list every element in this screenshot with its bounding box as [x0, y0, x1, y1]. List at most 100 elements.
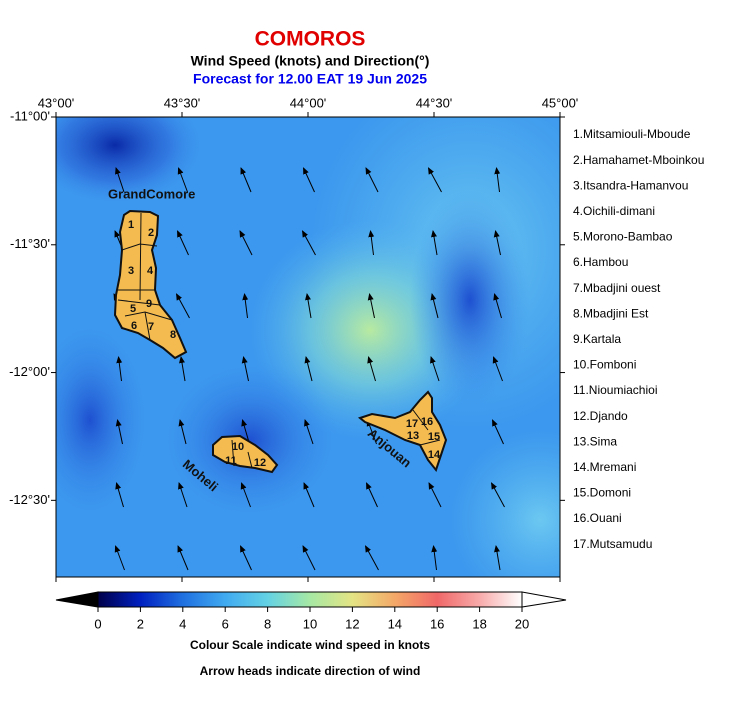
wind-arrow	[493, 293, 502, 319]
wind-arrow	[239, 230, 253, 256]
wind-arrow	[431, 230, 438, 256]
legend-item: 16.Ouani	[573, 511, 622, 525]
legend-item: 5.Morono-Bambao	[573, 230, 673, 244]
colorbar-scale	[97, 591, 523, 608]
region-number: 14	[428, 449, 441, 461]
legend-item: 13.Sima	[573, 434, 617, 448]
region-number: 11	[225, 455, 237, 467]
wind-arrow	[431, 545, 438, 571]
colorbar-tick-label: 16	[430, 616, 444, 631]
colorbar-tick-label: 18	[472, 616, 486, 631]
wind-arrow	[494, 545, 501, 571]
region-number: 15	[428, 431, 440, 443]
wind-arrow	[177, 545, 189, 571]
legend-item: 6.Hambou	[573, 255, 628, 269]
legend-item: 7.Mbadjini ouest	[573, 281, 661, 295]
colorbar-tick-label: 12	[345, 616, 359, 631]
wind-arrow	[241, 356, 249, 382]
y-tick-label: -12°00'	[9, 364, 50, 379]
wind-arrow	[240, 167, 252, 193]
wind-arrow	[304, 356, 313, 382]
legend-item: 2.Hamahamet-Mboinkou	[573, 153, 704, 167]
x-tick-label: 44°00'	[290, 95, 327, 110]
wind-arrow	[305, 293, 312, 319]
colorbar-caption: Colour Scale indicate wind speed in knot…	[190, 638, 430, 652]
x-tick-label: 44°30'	[416, 95, 453, 110]
wind-arrow	[240, 482, 251, 508]
legend-item: 4.Oichili-dimani	[573, 204, 655, 218]
legend-item: 17.Mutsamudu	[573, 537, 652, 551]
region-number: 16	[421, 416, 433, 428]
region-number: 4	[147, 265, 154, 277]
wind-arrow	[491, 482, 505, 508]
region-number: 1	[128, 219, 134, 231]
region-number: 8	[170, 329, 176, 341]
wind-arrow	[428, 167, 442, 193]
colorbar-low-end	[55, 591, 99, 608]
wind-arrow	[365, 167, 379, 193]
wind-arrow	[115, 482, 124, 508]
wind-arrow	[178, 419, 187, 445]
wind-arrow	[430, 356, 440, 382]
wind-arrow	[179, 356, 186, 382]
wind-arrow	[303, 482, 315, 508]
colorbar-tick-label: 8	[264, 616, 271, 631]
wind-arrow	[240, 545, 252, 571]
colorbar-tick-label: 0	[94, 616, 101, 631]
wind-arrow	[367, 293, 375, 319]
wind-arrow	[303, 167, 315, 193]
wind-arrow	[178, 482, 188, 508]
x-tick-label: 45°00'	[542, 95, 579, 110]
wind-arrow	[493, 230, 501, 256]
wind-arrow	[114, 545, 125, 571]
wind-arrow	[304, 419, 314, 445]
wind-arrow	[368, 230, 375, 256]
wind-arrow	[177, 230, 189, 256]
wind-arrow	[367, 356, 376, 382]
legend-item: 14.Mremani	[573, 460, 636, 474]
anjouan	[357, 390, 448, 473]
legend-item: 11.Nioumiachioi	[573, 383, 658, 397]
wind-arrow	[115, 167, 125, 193]
wind-arrow	[366, 482, 378, 508]
forecast: Forecast for 12.00 EAT 19 Jun 2025	[193, 71, 427, 87]
colorbar-tick-label: 4	[179, 616, 186, 631]
legend-item: 9.Kartala	[573, 332, 621, 346]
x-tick-label: 43°00'	[38, 95, 75, 110]
region-number: 12	[254, 457, 266, 469]
wind-arrow	[492, 356, 503, 382]
axes: 43°00' 43°30' 44°00' 44°30' 45°00' -11°00' -11…	[9, 95, 578, 582]
wind-arrow	[176, 293, 190, 319]
y-tick-label: -11°30'	[10, 236, 50, 251]
region-number: 6	[131, 320, 137, 332]
region-number: 3	[128, 265, 134, 277]
region-number: 2	[148, 227, 154, 239]
wind-arrow	[494, 167, 501, 193]
region-number: 5	[130, 303, 136, 315]
legend-item: 12.Djando	[573, 409, 628, 423]
legend-item: 15.Domoni	[573, 486, 631, 500]
moheli	[212, 434, 279, 474]
wind-arrow	[116, 356, 123, 382]
colorbar-tick-label: 2	[137, 616, 144, 631]
colorbar-high-end	[521, 591, 567, 608]
y-tick-label: -11°00'	[10, 108, 50, 123]
wind-arrow	[177, 167, 188, 193]
wind-arrow	[428, 482, 442, 508]
title: COMOROS	[255, 28, 366, 51]
region-number: 9	[146, 298, 152, 310]
y-tick-label: -12°30'	[9, 492, 50, 507]
wind-arrow	[365, 545, 379, 571]
legend: 1.Mitsamiouli-Mboude 2.Hamahamet-Mboinkou…	[573, 127, 704, 551]
legend-item: 3.Itsandra-Hamanvou	[573, 178, 688, 192]
region-number: 17	[406, 418, 418, 430]
wind-arrow	[492, 419, 504, 445]
colorbar: 0 2 4 6 8 10 12 14 16 18 20	[55, 591, 567, 631]
arrow-note: Arrow heads indicate direction of wind	[200, 664, 421, 678]
legend-item: 1.Mitsamiouli-Mboude	[573, 127, 691, 141]
subtitle: Wind Speed (knots) and Direction(°)	[191, 53, 430, 69]
colorbar-tick-label: 14	[388, 616, 402, 631]
